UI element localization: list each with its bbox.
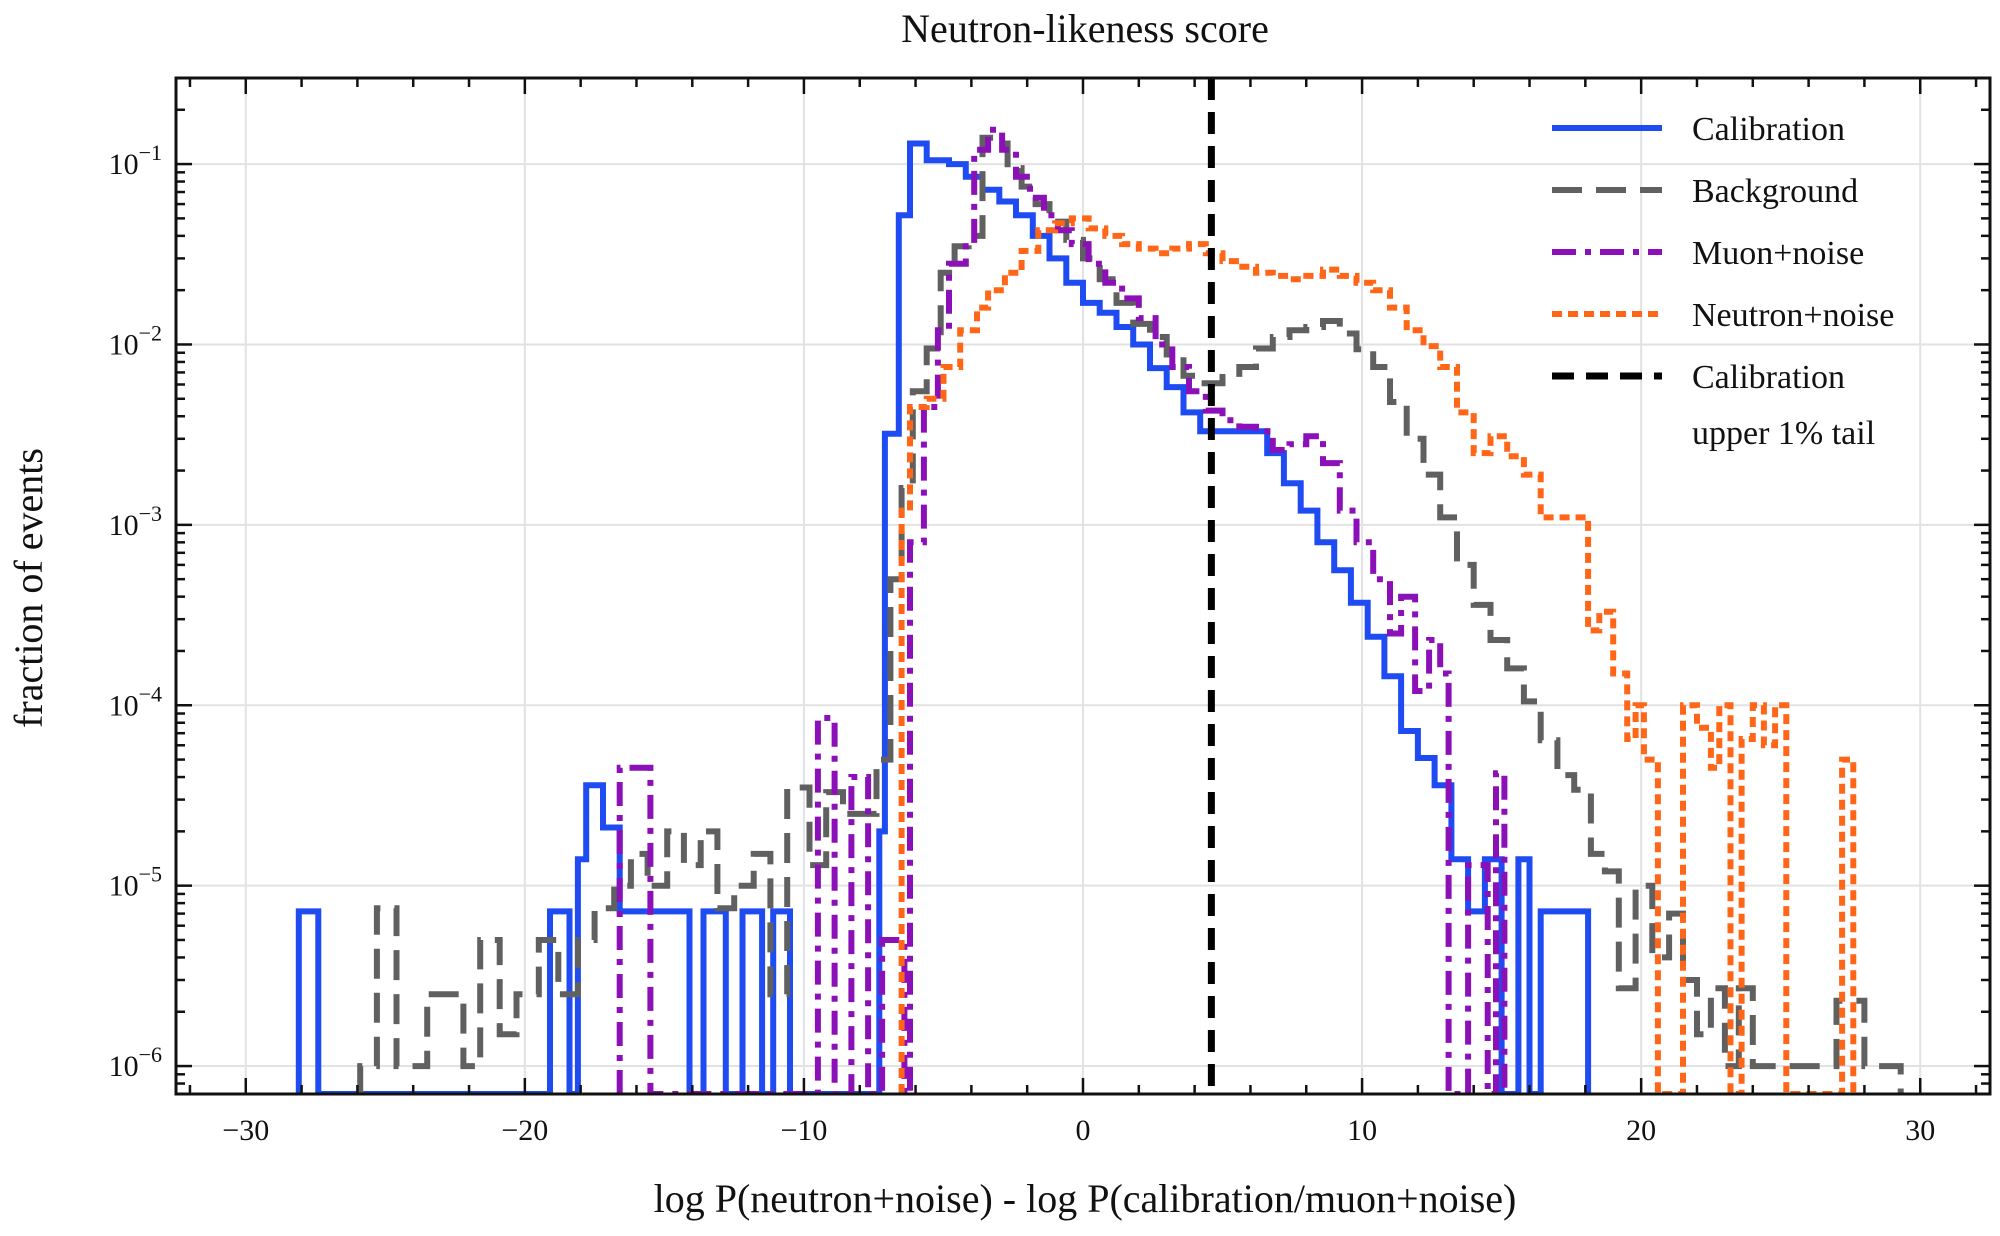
- x-tick-label: 30: [1905, 1114, 1935, 1147]
- x-tick-label: −10: [780, 1114, 827, 1147]
- plot-area: [295, 78, 1904, 1094]
- y-tick-mantissa: 10: [109, 1050, 139, 1083]
- series-group: [295, 78, 1904, 1094]
- y-tick-label: 10−3: [109, 501, 162, 542]
- grid: [176, 78, 1990, 1094]
- y-tick-label: 10−5: [109, 862, 162, 903]
- y-tick-mantissa: 10: [109, 509, 139, 542]
- legend-label: Calibration: [1692, 359, 1845, 396]
- y-tick-exponent: −6: [139, 1042, 162, 1067]
- y-tick-exponent: −4: [139, 681, 162, 706]
- legend: Calibration Background Muon+noise Neutron+n…: [1552, 111, 1894, 452]
- y-tick-mantissa: 10: [109, 328, 139, 361]
- x-tick-label: −30: [222, 1114, 269, 1147]
- legend-label: Calibration: [1692, 111, 1845, 148]
- x-tick-label: 20: [1626, 1114, 1656, 1147]
- legend-label: Muon+noise: [1692, 235, 1864, 272]
- chart-title: Neutron-likeness score: [901, 6, 1269, 51]
- x-tick-label: −20: [501, 1114, 548, 1147]
- y-tick-label: 10−2: [109, 320, 162, 361]
- y-tick-mantissa: 10: [109, 148, 139, 181]
- y-tick-mantissa: 10: [109, 689, 139, 722]
- y-tick-exponent: −3: [139, 501, 162, 526]
- series-line-background: [357, 134, 1904, 1094]
- y-tick-label: 10−1: [109, 140, 162, 181]
- y-tick-exponent: −5: [139, 862, 162, 887]
- series-line-calibration: [295, 140, 1592, 1094]
- x-tick-label: 0: [1076, 1114, 1091, 1147]
- series-line-neutron-noise: [898, 215, 1857, 1094]
- y-axis-label: fraction of events: [6, 448, 51, 728]
- y-tick-exponent: −2: [139, 320, 162, 345]
- legend-label: upper 1% tail: [1692, 415, 1875, 452]
- y-tick-label: 10−6: [109, 1042, 162, 1083]
- legend-label: Background: [1692, 173, 1858, 210]
- x-axis-label: log P(neutron+noise) - log P(calibration…: [654, 1176, 1517, 1221]
- y-tick-mantissa: 10: [109, 870, 139, 903]
- y-tick-label: 10−4: [109, 681, 162, 722]
- legend-label: Neutron+noise: [1692, 297, 1894, 334]
- y-tick-exponent: −1: [139, 140, 162, 165]
- x-tick-label: 10: [1347, 1114, 1377, 1147]
